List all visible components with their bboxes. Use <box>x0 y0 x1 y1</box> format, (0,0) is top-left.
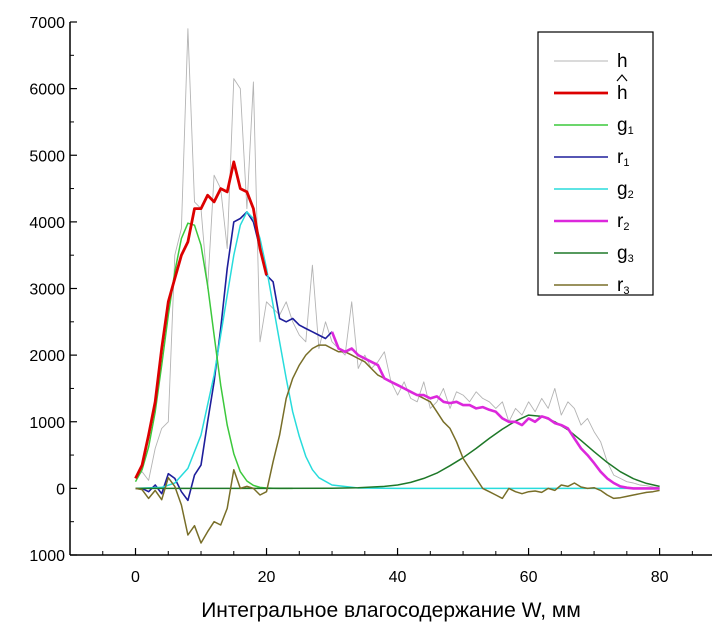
series-line-r1 <box>135 211 333 502</box>
plot-lines <box>134 28 660 544</box>
x-tick-label: 60 <box>520 569 538 586</box>
legend-label-r1: r1 <box>617 147 629 169</box>
y-tick-label: 1000 <box>29 548 65 565</box>
series-line-g2 <box>135 211 660 490</box>
series-line-g1 <box>134 222 293 490</box>
y-tick-label: 5000 <box>29 148 65 165</box>
series-line-h <box>135 28 660 489</box>
legend-label-g3: g3 <box>617 243 634 265</box>
x-axis-title: Интегральное влагосодержание W, мм <box>201 599 581 622</box>
y-tick-label: 1000 <box>29 415 65 432</box>
legend-label-h: h <box>617 51 628 72</box>
y-tick-label: 2000 <box>29 348 65 365</box>
x-tick-label: 0 <box>131 569 140 586</box>
y-tick-label: 3000 <box>29 282 65 299</box>
series-line-g3 <box>135 414 660 490</box>
legend-label-g2: g2 <box>617 179 634 201</box>
legend-label-g1: g1 <box>617 115 634 137</box>
y-tick-label: 6000 <box>29 82 65 99</box>
ticks: 1000 0 1000 2000 3000 4000 5000 6000 7000 0 20 40 60… <box>29 15 693 586</box>
series-line-r2 <box>330 331 660 490</box>
legend-box <box>537 31 654 296</box>
legend-label-r2: r2 <box>617 211 629 233</box>
y-tick-label: 0 <box>56 481 65 498</box>
x-tick-label: 40 <box>389 569 407 586</box>
legend-label-r3: r3 <box>617 275 629 297</box>
y-tick-label: 7000 <box>29 15 65 32</box>
x-tick-label: 80 <box>651 569 669 586</box>
legend-hat-mark <box>616 74 628 82</box>
series-line-h-hat <box>134 160 268 480</box>
x-tick-label: 20 <box>258 569 276 586</box>
y-tick-label: 4000 <box>29 215 65 232</box>
legend: hh g1 r1 g2 r2 g3 r3 <box>537 31 654 297</box>
legend-label-h-hat: h <box>617 83 628 104</box>
